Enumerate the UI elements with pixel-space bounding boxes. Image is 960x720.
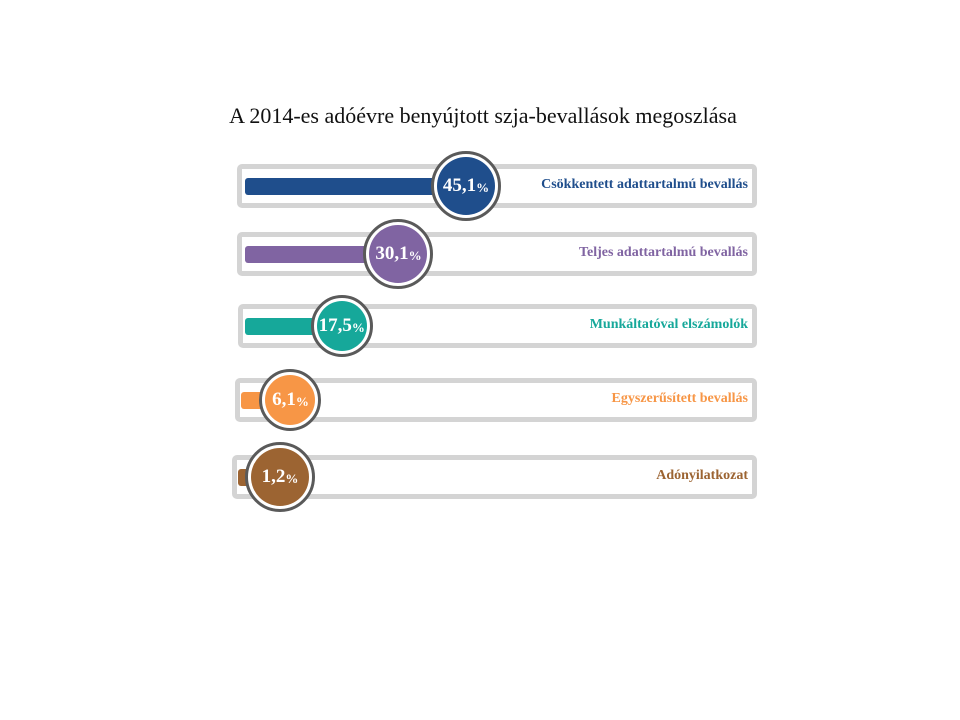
chart-title: A 2014-es adóévre benyújtott szja-bevall… bbox=[229, 103, 737, 128]
value-unit: % bbox=[285, 471, 299, 486]
value-label: 45,1% bbox=[437, 157, 495, 215]
value-bubble: 1,2% bbox=[245, 442, 315, 512]
value-bubble: 45,1% bbox=[431, 151, 501, 221]
value-unit: % bbox=[351, 320, 365, 335]
value-unit: % bbox=[295, 394, 309, 409]
category-label: Munkáltatóval elszámolók bbox=[589, 317, 748, 332]
value-number: 1,2 bbox=[261, 466, 286, 487]
category-label: Csökkentett adattartalmú bevallás bbox=[541, 177, 748, 192]
bar bbox=[245, 317, 324, 335]
bar bbox=[245, 177, 448, 195]
category-label: Adónyilatkozat bbox=[656, 468, 748, 483]
value-label: 30,1% bbox=[369, 225, 428, 283]
value-number: 17,5 bbox=[318, 315, 352, 336]
value-label: 17,5% bbox=[316, 301, 367, 351]
value-number: 30,1 bbox=[375, 243, 409, 264]
value-unit: % bbox=[408, 248, 422, 263]
value-number: 45,1 bbox=[442, 175, 477, 196]
bar-track bbox=[235, 378, 757, 422]
value-bubble: 30,1% bbox=[363, 219, 434, 289]
value-unit: % bbox=[476, 180, 490, 195]
value-bubble: 6,1% bbox=[259, 369, 322, 431]
value-bubble: 17,5% bbox=[310, 295, 373, 357]
category-label: Teljes adattartalmú bevallás bbox=[578, 245, 748, 260]
bar-track bbox=[232, 455, 757, 499]
category-label: Egyszerűsített bevallás bbox=[611, 391, 748, 406]
value-number: 6,1 bbox=[272, 389, 296, 410]
value-label: 1,2% bbox=[251, 448, 309, 506]
bar bbox=[245, 245, 381, 263]
value-label: 6,1% bbox=[265, 375, 316, 425]
